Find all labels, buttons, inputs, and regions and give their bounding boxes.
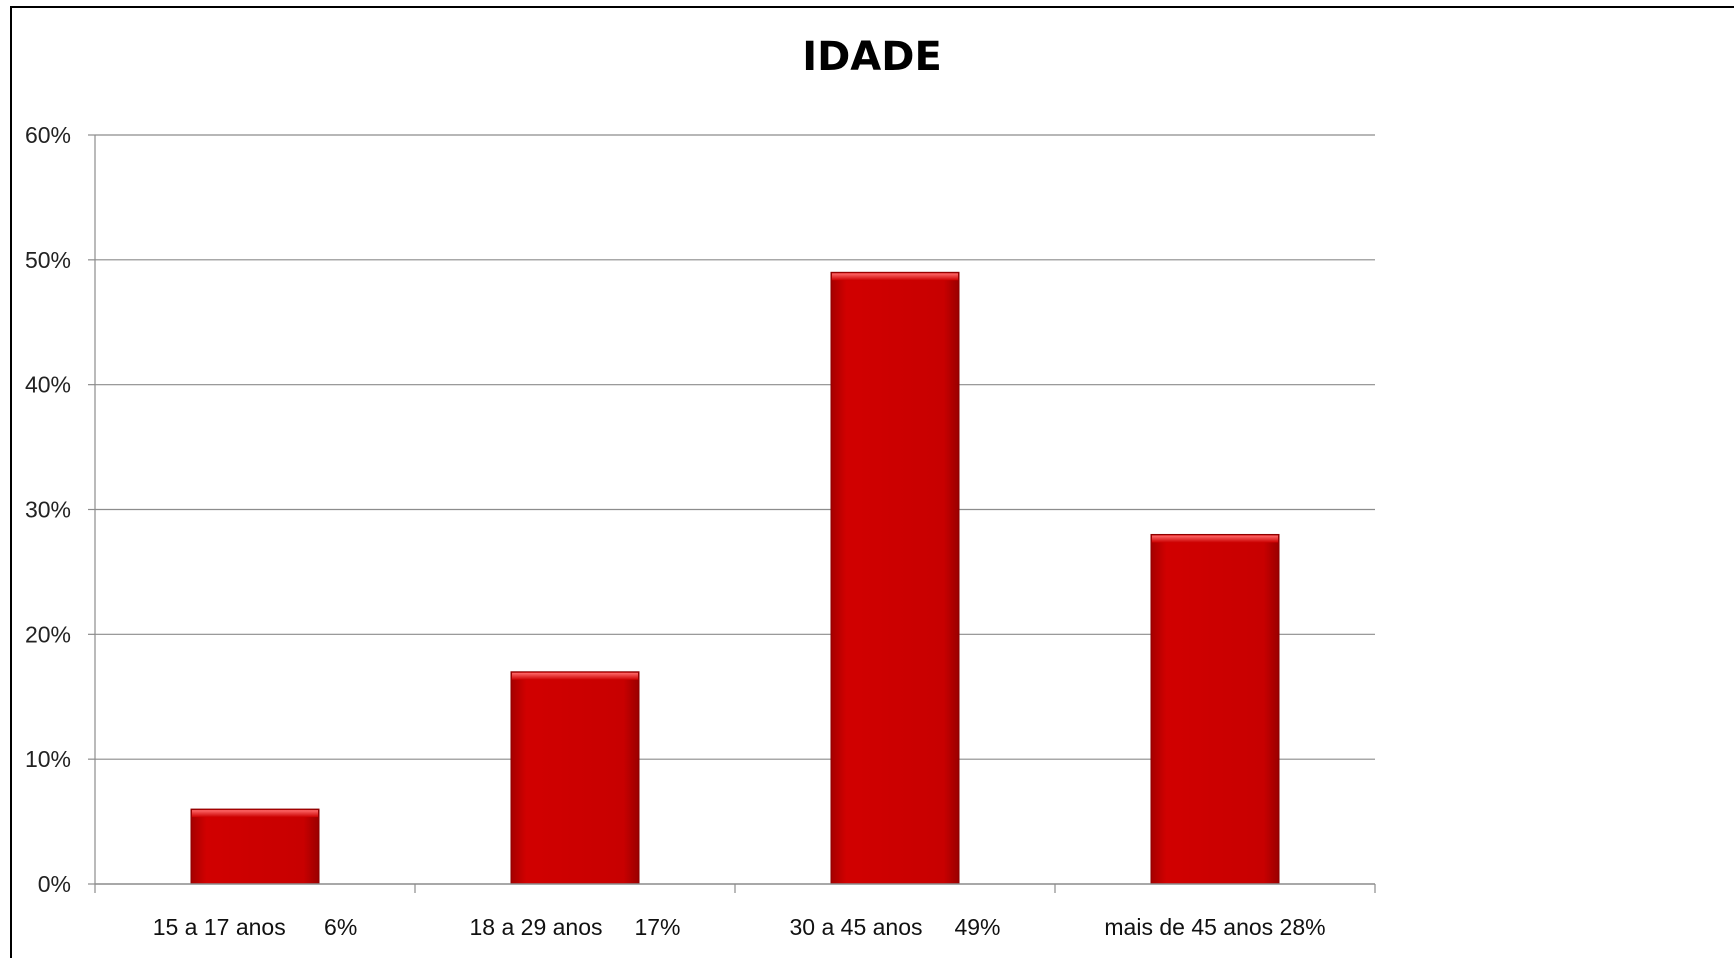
y-tick-label: 50% xyxy=(25,247,71,273)
x-category-label: 15 a 17 anos 6% xyxy=(153,914,358,940)
bar-body xyxy=(830,271,960,885)
y-tick-label: 60% xyxy=(25,122,71,148)
bars xyxy=(190,271,1280,885)
y-tick-label: 20% xyxy=(25,621,71,647)
bar xyxy=(510,671,640,885)
bar-highlight xyxy=(512,672,638,680)
x-axis-labels: 15 a 17 anos 6% 18 a 29 anos 17% 30 a 45 a… xyxy=(153,914,1326,940)
y-tick-label: 40% xyxy=(25,372,71,398)
bar-highlight xyxy=(192,810,318,818)
bar xyxy=(190,808,320,885)
y-tick-label: 0% xyxy=(38,871,71,897)
bar-highlight xyxy=(1152,535,1278,543)
bar-body xyxy=(190,808,320,885)
x-category-label: mais de 45 anos 28% xyxy=(1104,914,1325,940)
y-tick-label: 10% xyxy=(25,746,71,772)
bar-body xyxy=(510,671,640,885)
bar-highlight xyxy=(832,273,958,281)
x-category-label: 18 a 29 anos 17% xyxy=(470,914,681,940)
x-axis xyxy=(94,135,1376,893)
bar-body xyxy=(1150,533,1280,885)
x-category-label: 30 a 45 anos 49% xyxy=(790,914,1001,940)
bar xyxy=(1150,533,1280,885)
y-tick-label: 30% xyxy=(25,497,71,523)
bar xyxy=(830,271,960,885)
chart-title: IDADE xyxy=(802,34,942,80)
y-axis-ticks: 0% 10% 20% 30% 40% 50% 60% xyxy=(25,122,95,897)
